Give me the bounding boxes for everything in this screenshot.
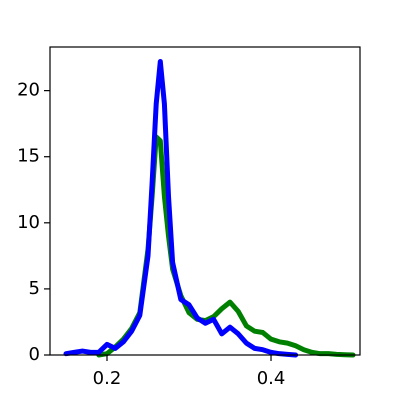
axes-frame [49,46,361,356]
x-tick-label: 0.4 [257,368,286,389]
x-tick-label: 0.2 [93,368,122,389]
y-tick-label: 10 [17,212,40,233]
y-tick-label: 15 [17,146,40,167]
line-series [63,59,299,358]
plot-area [63,59,356,358]
y-tick-label: 20 [17,80,40,101]
y-tick-label: 5 [29,278,40,299]
y-tick-label: 0 [29,344,40,365]
